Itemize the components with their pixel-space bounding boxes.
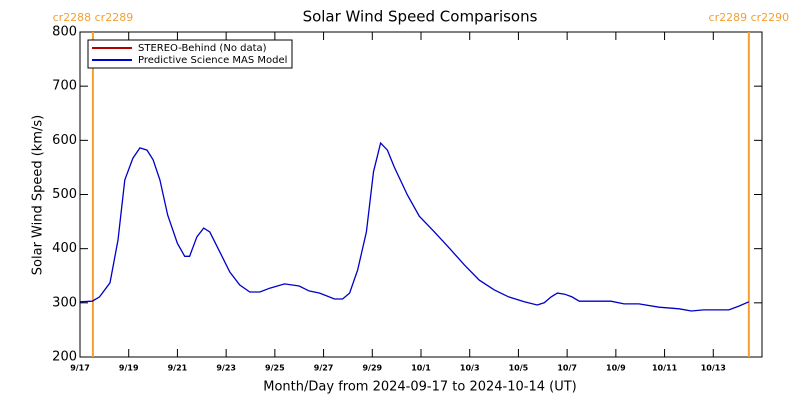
- legend-label: STEREO-Behind (No data): [138, 43, 267, 54]
- x-tick-label: 10/11: [652, 364, 678, 373]
- x-tick-label: 9/25: [265, 364, 285, 373]
- y-tick-label: 400: [52, 241, 77, 256]
- annotation-label: cr2289 cr2290: [709, 11, 790, 24]
- x-tick-label: 10/13: [701, 364, 726, 373]
- y-axis-label: Solar Wind Speed (km/s): [31, 115, 46, 275]
- x-tick-label: 10/5: [509, 364, 529, 373]
- legend-label: Predictive Science MAS Model: [138, 55, 287, 66]
- y-tick-label: 700: [52, 79, 77, 94]
- x-tick-label: 10/7: [557, 364, 577, 373]
- y-tick-label: 500: [52, 187, 77, 202]
- x-tick-label: 9/23: [216, 364, 236, 373]
- x-tick-label: 9/21: [168, 364, 188, 373]
- x-tick-label: 10/9: [606, 364, 626, 373]
- x-tick-label: 9/29: [362, 364, 382, 373]
- x-tick-label: 10/3: [460, 364, 480, 373]
- y-tick-label: 200: [52, 350, 77, 365]
- x-tick-label: 10/1: [411, 364, 431, 373]
- y-tick-label: 300: [52, 295, 77, 310]
- x-tick-label: 9/17: [70, 364, 90, 373]
- x-tick-label: 9/27: [314, 364, 334, 373]
- x-axis-label: Month/Day from 2024-09-17 to 2024-10-14 …: [263, 380, 576, 395]
- y-tick-label: 600: [52, 133, 77, 148]
- data-line: [79, 141, 750, 312]
- x-tick-label: 9/19: [119, 364, 139, 373]
- legend-box: [87, 39, 293, 69]
- annotation-label: cr2288 cr2289: [53, 11, 134, 24]
- chart-title: Solar Wind Speed Comparisons: [303, 8, 538, 26]
- y-tick-label: 800: [52, 25, 77, 40]
